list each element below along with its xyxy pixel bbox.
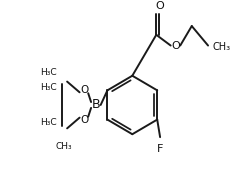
Text: O: O — [80, 115, 89, 125]
Text: H₃C: H₃C — [40, 83, 57, 92]
Text: H₃C: H₃C — [40, 68, 57, 77]
Text: CH₃: CH₃ — [213, 42, 231, 51]
Text: B: B — [92, 98, 100, 111]
Text: O: O — [80, 85, 89, 95]
Text: H₃C: H₃C — [40, 118, 57, 127]
Text: O: O — [171, 40, 180, 51]
Text: F: F — [157, 144, 163, 154]
Text: CH₃: CH₃ — [56, 142, 72, 151]
Text: O: O — [156, 1, 164, 12]
